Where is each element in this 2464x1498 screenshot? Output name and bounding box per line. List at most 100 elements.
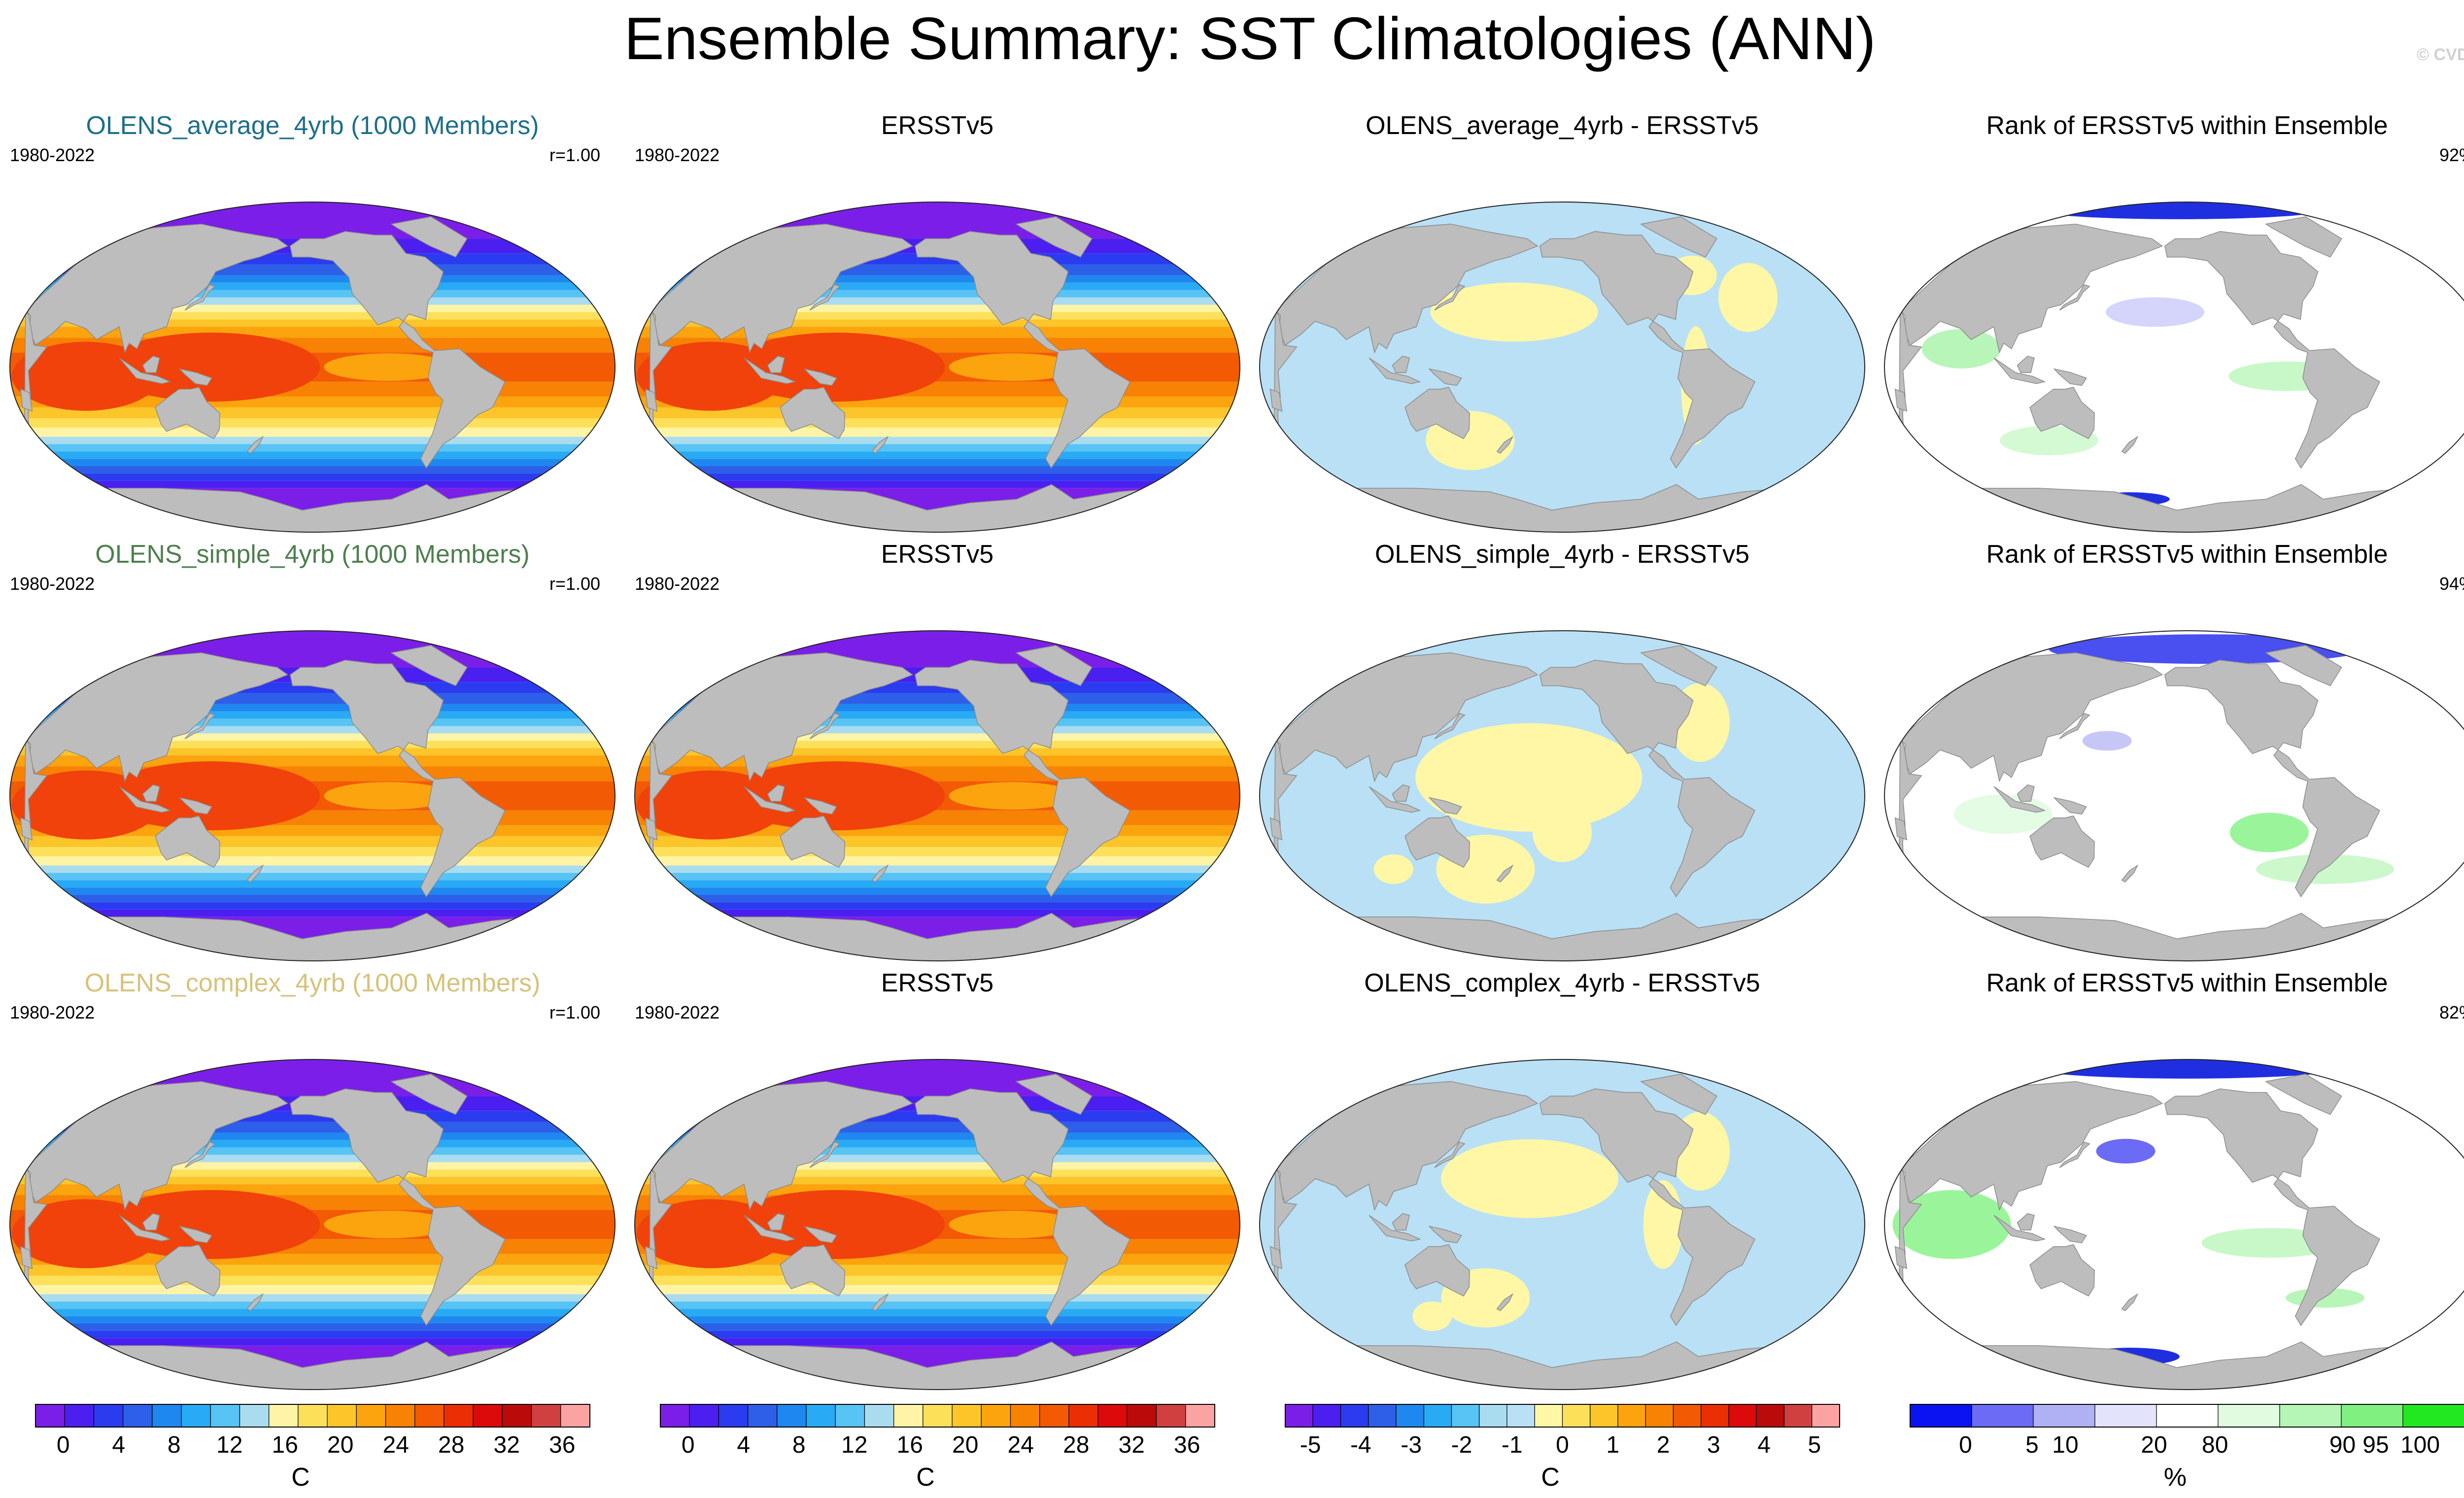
colorbar-tick-label: 0 — [1959, 1432, 1972, 1458]
colorbar-swatch — [806, 1404, 836, 1428]
land-nz — [246, 436, 264, 454]
colorbar-swatch — [1812, 1404, 1840, 1428]
sst-band — [10, 631, 615, 668]
land-png — [803, 368, 837, 386]
diff-region — [1373, 854, 1413, 884]
sst-band — [635, 1059, 1240, 1096]
colorbar-swatch — [1127, 1404, 1157, 1428]
sst-band — [10, 1316, 615, 1324]
sst-band — [10, 873, 615, 881]
land-madagascar_like — [645, 817, 658, 841]
sst-band — [635, 1309, 1240, 1317]
land-eurasia — [1274, 1081, 1539, 1211]
panel-title: OLENS_average_4yrb - ERSSTv5 — [1366, 111, 1759, 140]
panel-title: OLENS_simple_4yrb (1000 Members) — [95, 540, 530, 569]
colorbar-swatch — [1756, 1404, 1785, 1428]
land-eurasia — [650, 223, 914, 354]
sst-map — [634, 630, 1240, 961]
land-australia — [2029, 387, 2095, 440]
colorbar-swatch — [531, 1404, 561, 1428]
colorbar-swatch — [1423, 1404, 1452, 1428]
land-greenland — [2265, 645, 2342, 686]
land-nz — [2121, 864, 2139, 883]
land-nz — [246, 864, 264, 883]
land-indonesia1 — [119, 786, 171, 813]
land-greenland — [390, 1074, 468, 1115]
correlation-label: r=1.00 — [549, 574, 600, 594]
sst-map — [9, 202, 616, 533]
colorbar-tick-label: 0 — [1556, 1432, 1569, 1458]
land-borneo — [767, 355, 785, 373]
land-japan — [2059, 284, 2090, 311]
colorbar-swatch — [1156, 1404, 1186, 1428]
cold-tongue — [949, 782, 1077, 810]
panel-title: ERSSTv5 — [881, 969, 994, 997]
land-borneo — [2017, 784, 2035, 802]
colorbar-swatch — [64, 1404, 95, 1428]
land-eurasia — [1899, 652, 2163, 783]
colorbar-swatch — [1617, 1404, 1646, 1428]
land-indonesia1 — [1993, 1215, 2046, 1242]
colorbar-swatch — [123, 1404, 153, 1428]
land-madagascar_like — [1269, 1246, 1283, 1269]
colorbar-tick-label: 90 — [2329, 1432, 2356, 1458]
land-australia — [780, 1244, 845, 1297]
diff-region — [1412, 1301, 1452, 1331]
panel-title: OLENS_complex_4yrb (1000 Members) — [84, 969, 541, 997]
sst-band — [10, 202, 615, 239]
sst-band — [635, 459, 1240, 466]
land-nz — [871, 864, 889, 883]
sst-band — [635, 437, 1240, 444]
colorbar-swatch — [560, 1404, 590, 1428]
sst-map — [9, 1059, 616, 1390]
colorbar-swatch — [1590, 1404, 1618, 1428]
colorbar-tick-label: 32 — [1119, 1432, 1145, 1458]
panel-rank-row1: Rank of ERSSTv5 within Ensemble 92% — [1875, 111, 2464, 540]
land-madagascar_like — [645, 1246, 658, 1269]
colorbar-swatch — [93, 1404, 124, 1428]
warm-pool — [12, 770, 160, 840]
land-png — [178, 1226, 212, 1244]
land-madagascar_like — [20, 1246, 33, 1269]
land-borneo — [767, 1213, 785, 1230]
colorbar-swatch — [1039, 1404, 1069, 1428]
diff-map — [1259, 630, 1865, 961]
land-madagascar_like — [1894, 1246, 1908, 1269]
land-borneo — [767, 784, 785, 802]
panel-title: OLENS_average_4yrb (1000 Members) — [86, 111, 539, 140]
land-madagascar_like — [20, 817, 33, 841]
colorbar-sst-obs: 0 4 8 12 16 20 24 28 32 36 C — [625, 1399, 1250, 1493]
warm-pool — [637, 341, 785, 411]
panel-title: ERSSTv5 — [881, 111, 994, 140]
colorbar-tick-label: 28 — [438, 1432, 464, 1458]
map-outline — [9, 1059, 616, 1390]
map-outline — [1259, 1059, 1865, 1390]
colorbar-swatch — [864, 1404, 894, 1428]
warm-pool — [12, 341, 160, 411]
colorbar-tick-label: -3 — [1401, 1432, 1422, 1458]
watermark: © CVDP — [2417, 45, 2464, 64]
land-eurasia — [650, 1081, 914, 1211]
land-madagascar_like — [1894, 388, 1908, 412]
panel-title: OLENS_complex_4yrb - ERSSTv5 — [1364, 969, 1760, 997]
colorbar-swatch — [952, 1404, 982, 1428]
land-borneo — [142, 1213, 160, 1230]
sst-band — [635, 1301, 1240, 1309]
sst-band — [10, 847, 615, 856]
colorbar-swatch — [210, 1404, 240, 1428]
land-japan — [809, 284, 841, 311]
sst-band — [10, 1184, 615, 1195]
land-eurasia — [650, 652, 914, 783]
land-nz — [2121, 436, 2139, 454]
land-australia — [155, 387, 220, 440]
sst-band — [10, 480, 615, 488]
colorbar-swatch — [2402, 1404, 2464, 1428]
panel-title: OLENS_simple_4yrb - ERSSTv5 — [1374, 540, 1750, 569]
land-png — [2053, 368, 2087, 386]
sst-band — [10, 755, 615, 767]
land-greenland — [2265, 216, 2342, 258]
rank-region — [2082, 731, 2132, 751]
land-americas — [1539, 231, 1755, 469]
colorbar-tick-label: -2 — [1451, 1432, 1472, 1458]
land-png — [803, 797, 837, 815]
